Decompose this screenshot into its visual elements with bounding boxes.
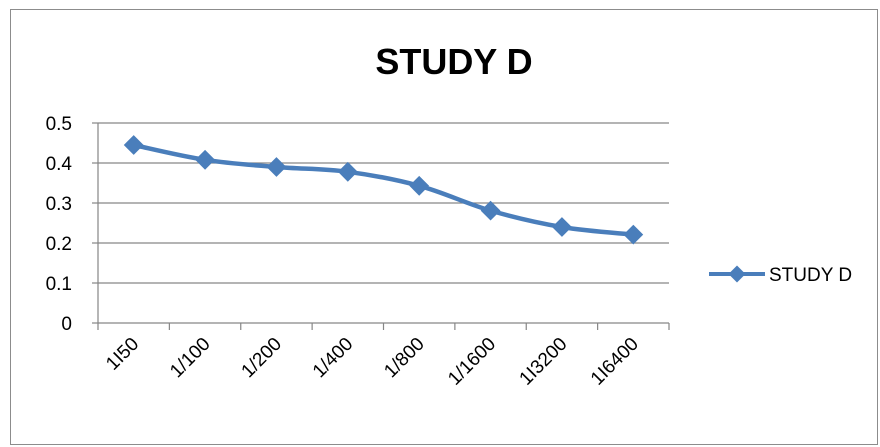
y-tick-label: 0.1 xyxy=(46,274,72,295)
data-point-marker xyxy=(266,157,287,177)
x-tick-label: 1/100 xyxy=(166,334,214,382)
x-tick-label: 1I3200 xyxy=(516,334,572,390)
x-tick-label: 1I50 xyxy=(102,334,143,375)
series-layer xyxy=(123,135,644,245)
data-point-marker xyxy=(623,224,644,245)
data-point-marker xyxy=(552,217,572,237)
data-point-marker xyxy=(409,175,430,196)
legend: STUDY D xyxy=(709,265,852,286)
y-tick-label: 0.2 xyxy=(46,234,72,255)
y-tick-label: 0 xyxy=(61,314,72,335)
x-tick-label: 1/200 xyxy=(238,334,286,382)
axes xyxy=(97,123,670,330)
legend-marker xyxy=(728,265,746,283)
gridlines xyxy=(92,122,669,324)
y-tick-label: 0.5 xyxy=(46,114,72,135)
chart-title: STUDY D xyxy=(375,41,532,82)
x-tick-label: 1I6400 xyxy=(587,334,643,390)
chart-area xyxy=(10,9,878,445)
x-tick-label: 1/400 xyxy=(309,334,357,382)
data-point-marker xyxy=(480,200,501,221)
y-tick-label: 0.3 xyxy=(46,194,72,215)
x-tick-label: 1/1600 xyxy=(444,334,500,390)
data-point-marker xyxy=(195,149,215,170)
legend-label: STUDY D xyxy=(769,265,852,286)
x-axis-tick-labels: 1I50 1/100 1/200 1/400 1/800 1/1600 1I3200 1I64… xyxy=(102,334,643,390)
y-tick-label: 0.4 xyxy=(46,154,73,175)
y-axis-tick-labels: 0 0.1 0.2 0.3 0.4 0.5 xyxy=(46,114,73,335)
x-tick-label: 1/800 xyxy=(380,334,428,382)
data-point-marker xyxy=(337,161,358,182)
data-point-marker xyxy=(123,135,144,155)
